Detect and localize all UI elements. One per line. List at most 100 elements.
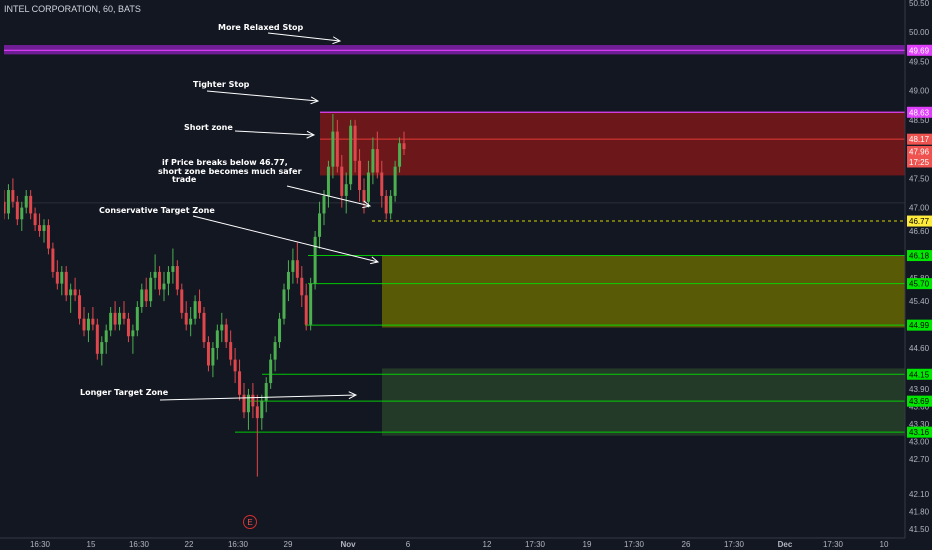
x-tick-label: 17:30 <box>525 540 546 549</box>
candle-body <box>113 312 117 325</box>
candle-body <box>171 266 175 272</box>
annotation-text: if Price breaks below 46.77, <box>162 158 288 167</box>
left-edge <box>0 0 4 550</box>
candle-body <box>206 342 210 366</box>
candle-body <box>300 277 304 296</box>
candle-body <box>309 283 313 325</box>
candle-body <box>238 371 242 395</box>
candle-body <box>11 190 15 202</box>
price-label-box <box>907 250 932 262</box>
candle-body <box>389 195 393 214</box>
y-tick-label: 50.50 <box>909 0 930 8</box>
arrow-head <box>348 391 358 400</box>
price-label-box <box>907 145 932 157</box>
candle-body <box>86 318 90 331</box>
candle-body <box>198 301 202 313</box>
candle-body <box>273 342 277 360</box>
y-tick-label: 42.10 <box>909 490 930 499</box>
candle-body <box>375 149 379 173</box>
candle-body <box>180 289 184 313</box>
candle-body <box>322 195 326 214</box>
y-tick-label: 48.50 <box>909 116 930 125</box>
price-label: 47.96 <box>909 147 930 156</box>
candle-body <box>224 324 228 343</box>
price-label-box <box>907 133 932 145</box>
candle-body <box>29 195 33 214</box>
candle-body <box>366 172 370 202</box>
annotation-text: Tighter Stop <box>193 80 250 89</box>
candle-body <box>91 318 95 325</box>
annotation-text: Short zone <box>184 123 233 132</box>
annotation-arrow <box>234 130 315 136</box>
annotation-text: More Relaxed Stop <box>218 23 304 32</box>
candle-body <box>140 289 144 308</box>
candle-body <box>20 207 24 220</box>
price-label: 49.69 <box>909 46 930 55</box>
candle-body <box>153 271 157 278</box>
short-zone-zone <box>320 112 905 176</box>
price-label-box <box>907 106 932 118</box>
y-tick-label: 43.30 <box>909 420 930 429</box>
price-label: 46.77 <box>909 217 930 226</box>
candle-body <box>135 307 139 331</box>
earnings-marker[interactable]: E <box>243 515 257 529</box>
candle-body <box>255 406 259 419</box>
candle-body <box>104 330 108 343</box>
arrow-head <box>306 130 316 139</box>
price-axis-bg <box>905 0 932 550</box>
candle-body <box>371 149 375 173</box>
candle-body <box>158 271 162 290</box>
longer-target-zone <box>382 368 905 436</box>
x-tick-label: 16:30 <box>129 540 150 549</box>
candle-body <box>189 318 193 325</box>
candle-body <box>109 312 113 331</box>
candle-body <box>131 330 135 337</box>
x-tick-label: 17:30 <box>724 540 745 549</box>
y-tick-label: 46.60 <box>909 227 930 236</box>
y-tick-label: 47.50 <box>909 174 930 183</box>
candle-body <box>331 131 335 167</box>
candle-body <box>100 342 104 354</box>
candle-body <box>46 225 50 249</box>
candle-body <box>246 394 250 413</box>
y-tick-label: 49.00 <box>909 87 930 96</box>
y-tick-label: 44.60 <box>909 344 930 353</box>
candle-body <box>398 143 402 167</box>
candle-body <box>291 260 295 272</box>
candle-body <box>318 213 322 237</box>
candle-body <box>211 347 215 366</box>
annotation-arrow <box>159 394 357 401</box>
x-tick-label: 6 <box>406 540 411 549</box>
price-label-box <box>907 368 932 380</box>
chart-title: INTEL CORPORATION, 60, BATS <box>4 4 141 14</box>
candle-body <box>24 195 28 208</box>
candle-body <box>118 312 122 325</box>
candle-body <box>162 283 166 290</box>
candle-body <box>78 295 82 319</box>
conservative-target-zone <box>382 255 905 328</box>
price-label: 48.17 <box>909 135 930 144</box>
candle-body <box>184 312 188 325</box>
candles <box>2 114 406 477</box>
candle-body <box>384 195 388 214</box>
y-tick-label: 45.40 <box>909 297 930 306</box>
candle-body <box>251 394 255 407</box>
candle-body <box>295 260 299 278</box>
candle-body <box>33 213 37 226</box>
price-label-box <box>907 426 932 438</box>
candle-body <box>95 324 99 354</box>
x-tick-label: 17:30 <box>823 540 844 549</box>
candle-body <box>122 312 126 319</box>
x-tick-label: 10 <box>880 540 889 549</box>
price-label-box <box>907 395 932 407</box>
x-tick-label: 26 <box>682 540 691 549</box>
candle-body <box>393 166 397 196</box>
candle-body <box>202 312 206 343</box>
candle-body <box>260 400 264 419</box>
annotation-arrow <box>267 32 341 42</box>
candle-body <box>304 295 308 325</box>
y-tick-label: 43.60 <box>909 402 930 411</box>
